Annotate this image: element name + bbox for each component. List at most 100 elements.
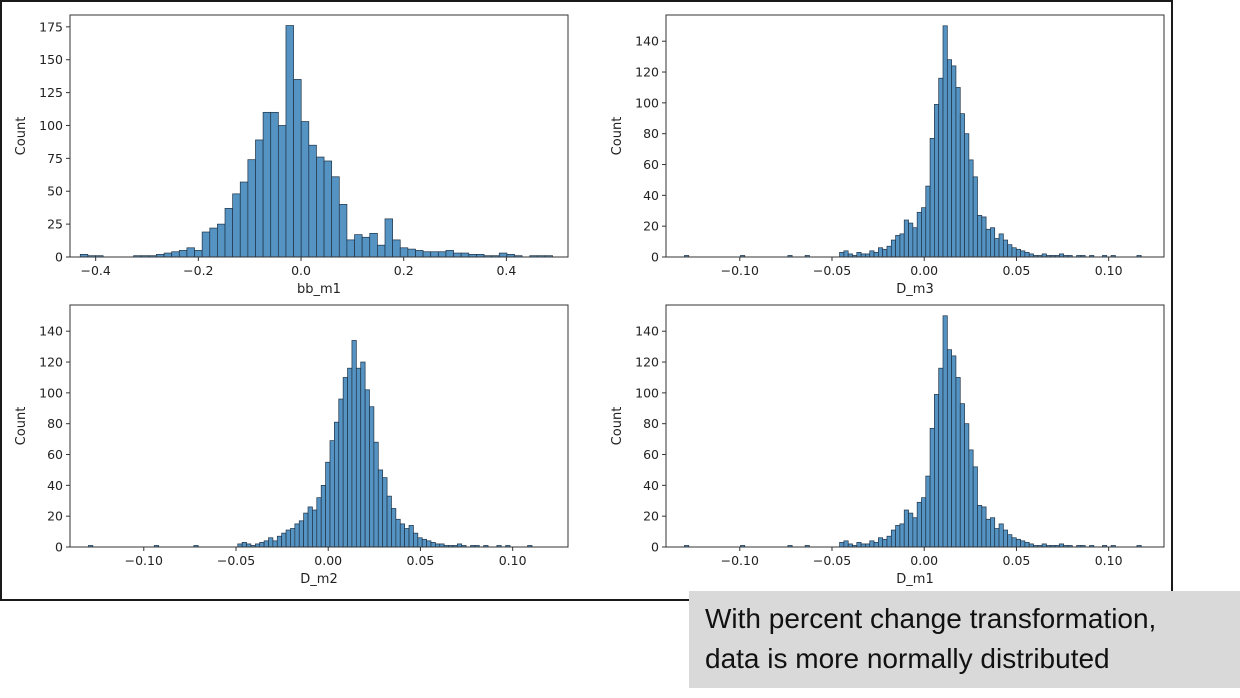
histogram-bar — [290, 528, 296, 548]
histogram-bar — [990, 517, 996, 548]
histogram-bar — [938, 367, 944, 548]
histogram-bar — [413, 532, 419, 548]
histogram-bar — [972, 466, 978, 548]
histogram-bar — [1020, 540, 1026, 548]
histogram-bar — [921, 497, 927, 548]
histogram-bar — [878, 537, 884, 548]
histogram-bar — [430, 251, 439, 258]
x-tick-label: 0.05 — [407, 553, 435, 568]
histogram-bar — [320, 484, 326, 548]
x-tick-label: −0.05 — [813, 553, 851, 568]
histogram-bar — [1020, 250, 1026, 258]
histogram-bar — [946, 349, 952, 548]
histogram-bar — [959, 113, 965, 258]
y-tick-label: 0 — [55, 250, 63, 265]
histogram-bar — [361, 236, 371, 258]
histogram-bar — [994, 238, 1000, 258]
histogram-bar — [404, 528, 410, 548]
y-tick-label: 140 — [635, 34, 659, 49]
y-axis-label: Count — [14, 117, 29, 156]
histogram-bar — [395, 518, 401, 548]
histogram-bar — [316, 497, 322, 548]
histogram-bar — [899, 523, 905, 548]
histogram-panel-3: −0.10 −0.05 0.00 0.05 0.10 0 20 40 60 80 100 120 140… — [14, 304, 569, 587]
histogram-bar — [964, 133, 970, 258]
histogram-bar — [377, 469, 384, 548]
histogram-bar — [399, 523, 405, 548]
histogram-bar — [843, 250, 849, 258]
histogram-bar — [224, 207, 233, 258]
x-tick-label: −0.4 — [80, 263, 110, 278]
histogram-bar — [255, 139, 264, 258]
histogram-bar — [293, 79, 302, 258]
histogram-bar — [886, 535, 892, 548]
histogram-bar — [453, 252, 462, 258]
histogram-bar — [426, 540, 432, 548]
histogram-panel-1: −0.4 −0.2 0.0 0.2 0.4 0 25 50 75 100 125 150 175 bb_m… — [14, 14, 569, 297]
histogram-bar — [294, 523, 300, 548]
histogram-bar — [882, 248, 888, 258]
x-tick-label: 0.00 — [910, 553, 938, 568]
histogram-bar — [391, 508, 397, 548]
histogram-bar — [951, 65, 957, 258]
histogram-bar — [1011, 247, 1017, 258]
axes-frame — [665, 14, 1165, 258]
histogram-bar — [890, 239, 896, 258]
histogram-bar — [886, 245, 892, 258]
y-tick-label: 20 — [643, 219, 659, 234]
x-tick-label: 0.10 — [1095, 263, 1123, 278]
x-tick-label: 0.2 — [394, 263, 414, 278]
y-axis-label: Count — [610, 117, 625, 156]
histogram-bar — [386, 495, 392, 548]
histogram-bar — [839, 542, 845, 548]
histogram-bar — [985, 518, 991, 548]
histogram-bar — [422, 251, 432, 258]
y-tick-label: 100 — [39, 385, 63, 400]
histogram-bar — [1015, 248, 1021, 258]
histogram-bar — [959, 403, 965, 548]
histogram-bar — [942, 315, 948, 548]
histogram-bar — [342, 377, 348, 548]
y-axis-label: Count — [14, 407, 29, 446]
histogram-bar — [968, 159, 974, 258]
axes-frame — [665, 304, 1165, 548]
histogram-bar — [951, 355, 957, 548]
x-tick-label: −0.05 — [813, 263, 851, 278]
y-tick-label: 100 — [635, 95, 659, 110]
histogram-bar — [338, 204, 348, 258]
y-tick-label: 120 — [635, 65, 659, 80]
histogram-bar — [217, 223, 226, 258]
histogram-bar — [985, 228, 991, 258]
x-axis-label: D_m2 — [300, 572, 337, 587]
histogram-bar — [929, 427, 935, 548]
histogram-bar — [981, 216, 987, 258]
histogram-bar — [329, 440, 335, 548]
histogram-bar — [373, 441, 379, 548]
histogram-bar — [312, 509, 318, 548]
histogram-bar — [415, 250, 424, 258]
histogram-bar — [334, 421, 340, 548]
histogram-bar — [895, 235, 901, 258]
histogram-bar — [430, 542, 436, 548]
x-tick-label: 0.10 — [1095, 553, 1123, 568]
histogram-bar — [377, 244, 386, 258]
y-tick-label: 20 — [47, 509, 63, 524]
histogram-bar — [209, 227, 218, 258]
y-tick-label: 25 — [47, 217, 63, 232]
histogram-bar — [955, 87, 961, 258]
y-tick-label: 40 — [47, 478, 63, 493]
histogram-bar — [421, 538, 427, 548]
callout-line-1: With percent change transformation, — [705, 603, 1157, 634]
histogram-bar — [498, 252, 508, 258]
x-tick-label: 0.05 — [1003, 263, 1031, 278]
histogram-bar — [921, 207, 927, 258]
y-tick-label: 100 — [635, 385, 659, 400]
x-tick-label: −0.10 — [125, 553, 163, 568]
histogram-bar — [1011, 537, 1017, 548]
histogram-bar — [268, 537, 274, 548]
y-tick-label: 60 — [643, 157, 659, 172]
histogram-bar — [285, 529, 291, 548]
callout-box: With percent change transformation, data… — [689, 591, 1240, 688]
histogram-bar — [331, 176, 340, 258]
histogram-bar — [878, 247, 884, 258]
